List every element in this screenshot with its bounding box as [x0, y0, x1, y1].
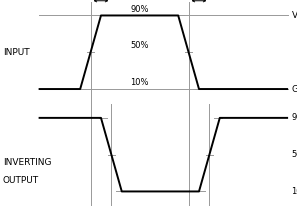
- Text: INPUT: INPUT: [3, 48, 30, 57]
- Text: 50%: 50%: [130, 41, 149, 50]
- Text: OUTPUT: OUTPUT: [3, 176, 39, 185]
- Text: 50%: 50%: [291, 150, 297, 159]
- Text: 90%: 90%: [291, 113, 297, 122]
- Text: 90%: 90%: [130, 5, 149, 14]
- Text: INVERTING: INVERTING: [3, 158, 51, 167]
- Text: 10%: 10%: [291, 187, 297, 196]
- Text: GND: GND: [291, 84, 297, 94]
- Text: V$_{\mathregular{CC}}$: V$_{\mathregular{CC}}$: [291, 9, 297, 22]
- Text: 10%: 10%: [130, 78, 149, 87]
